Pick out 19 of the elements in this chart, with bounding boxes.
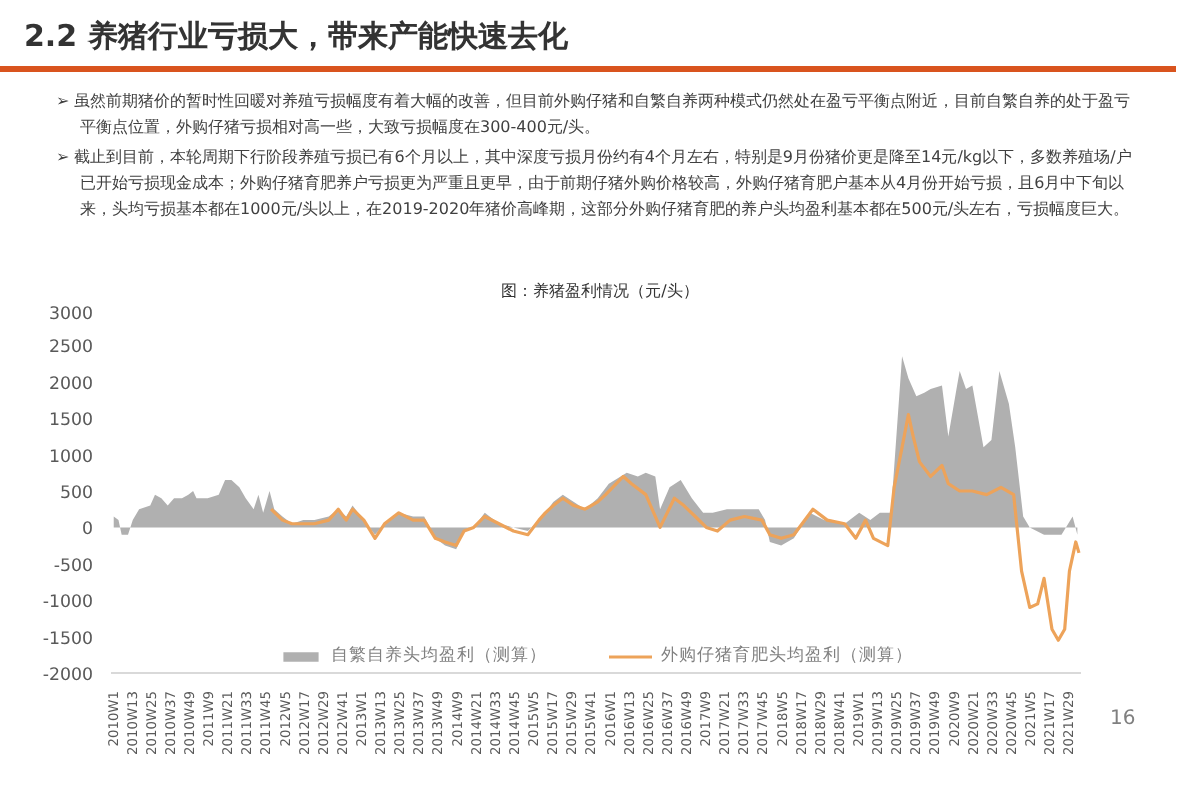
legend-label: 自繁自养头均盈利（测算） (331, 644, 547, 668)
line-series (269, 412, 1081, 642)
text: 2.2 养猪行业亏损大，带来产能快速去化 (0, 0, 1176, 73)
legend-label: 外购仔猪育肥头均盈利（测算） (661, 644, 913, 668)
y-tick-label: 3000 (48, 305, 93, 325)
y-tick-label: 0 (81, 520, 94, 541)
y-tick-label: -1000 (42, 593, 94, 614)
text: ➢ 截止到目前，本轮周期下行阶段养殖亏损已有6个月以上，其中深度亏损月份约有4个月左右，特别是9月份猪价更是降至14元/kg以下，多数养殖场/户已开始亏损现金成本；外购仔猪育肥养户亏损更为严重且更早，由于前期仔猪外购价格较高，外购仔猪育肥户基本从4月份开始亏损，且6月中下旬以来，头均亏损基本都在1000元/头以上，在2019-2020年猪价高峰期，这部分外购仔猪育肥的养户头均盈利基本都在500元/头左右，亏损幅度巨大。 (56, 146, 1134, 222)
y-tick-label: -2000 (42, 666, 94, 686)
y-tick-label: 2000 (48, 374, 93, 395)
y-tick-label: 2500 (48, 338, 93, 359)
text: 16 (1110, 706, 1136, 734)
y-tick-label: -500 (53, 556, 94, 577)
y-tick-label: 1000 (48, 447, 93, 468)
y-tick-label: 500 (59, 484, 94, 504)
text: ➢ 虽然前期猪价的暂时性回暖对养殖亏损幅度有着大幅的改善，但目前外购仔猪和自繁自养两种模式仍然处在盈亏平衡点附近，目前自繁自养的处于盈亏平衡点位置，外购仔猪亏损相对高一些，大致亏损幅度在300-400元/头。 (56, 90, 1133, 140)
chart-title: 图：养猪盈利情况（元/头） (499, 280, 701, 303)
y-tick-label: -1500 (42, 629, 94, 650)
y-tick-label: 1500 (48, 411, 93, 432)
